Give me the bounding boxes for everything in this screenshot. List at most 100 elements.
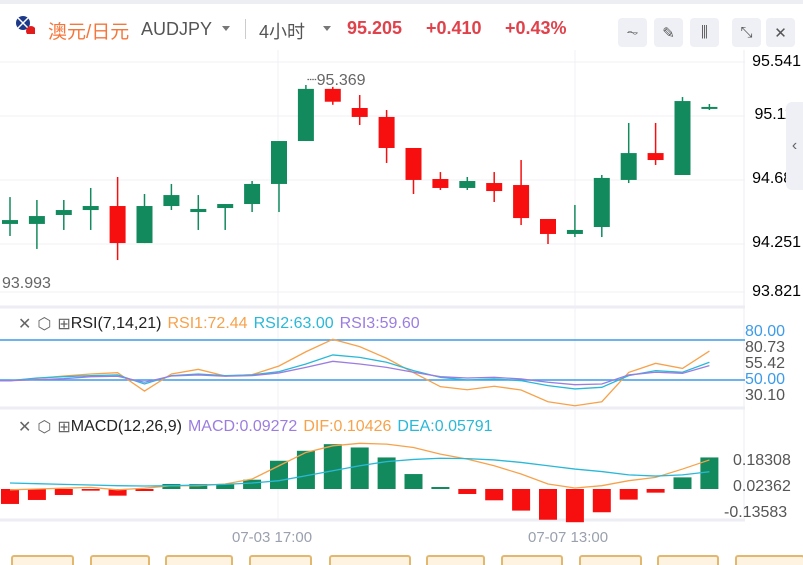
expand-icon[interactable]: ⊞ — [57, 419, 71, 436]
candle-body — [55, 210, 72, 215]
rsi-axis-label: 80.73 — [745, 339, 786, 356]
settings-icon[interactable]: ⬡ — [37, 316, 52, 333]
dea-value: DEA:0.05791 — [397, 418, 493, 435]
candle-body — [459, 181, 476, 188]
candle-body — [28, 216, 45, 224]
candle-body — [297, 88, 314, 142]
bottom-tab[interactable] — [426, 555, 485, 565]
rsi3-line — [0, 360, 710, 386]
candle-body — [674, 101, 691, 175]
macd-bar — [485, 489, 504, 501]
rsi1-line — [0, 338, 710, 407]
candle-body — [405, 147, 422, 180]
shrink-icon: ⤡ — [740, 24, 753, 41]
candle-body — [620, 153, 637, 180]
candle-body — [2, 220, 18, 224]
bottom-tab[interactable] — [735, 555, 803, 565]
candle-body — [190, 208, 207, 213]
macd-bar — [646, 489, 665, 493]
divider — [245, 19, 246, 39]
rsi-header: ✕ ⬡ ⊞ RSI(7,14,21) RSI1:72.44 RSI2:63.00… — [18, 314, 420, 334]
timeframe-select[interactable]: 4小时 — [259, 22, 306, 42]
macd-bar — [539, 489, 557, 520]
indicator-button[interactable]: ⏦ — [618, 18, 647, 47]
candle-type-button[interactable]: ⫼ — [690, 18, 719, 47]
high-price-label: ┈95.369 — [307, 72, 366, 89]
macd-bar — [512, 489, 531, 511]
rsi-axis-label: 50.00 — [745, 371, 786, 388]
symbol[interactable]: AUDJPY — [141, 19, 213, 39]
price-label: 95.541 — [752, 53, 801, 70]
rsi-axis-label: 80.00 — [745, 323, 786, 340]
expand-icon[interactable]: ⊞ — [57, 316, 71, 333]
dea-line — [9, 457, 710, 487]
dif-line — [9, 442, 710, 491]
shrink-button[interactable]: ⤡ — [732, 18, 761, 47]
macd-bar — [243, 479, 262, 489]
candle-body — [163, 195, 180, 207]
macd-bar — [431, 487, 450, 489]
candle-body — [486, 183, 503, 192]
settings-icon[interactable]: ⬡ — [37, 419, 52, 436]
dif-value: DIF:0.10426 — [303, 418, 392, 435]
time-label: 07-07 13:00 — [528, 529, 609, 546]
macd-bar — [135, 489, 154, 491]
close-icon: ✕ — [774, 24, 787, 42]
macd-bar — [565, 489, 584, 523]
timeframe-dropdown-icon[interactable] — [323, 26, 331, 31]
macd-bar — [54, 489, 73, 495]
macd-bar — [404, 474, 423, 489]
rsi-axis-label: 30.10 — [745, 387, 786, 404]
indicator-icon: ⏦ — [626, 24, 639, 41]
macd-bar — [323, 444, 342, 489]
close-button[interactable]: ✕ — [766, 18, 795, 47]
chart-canvas[interactable] — [0, 0, 745, 559]
macd-header: ✕ ⬡ ⊞ MACD(12,26,9) MACD:0.09272 DIF:0.1… — [18, 417, 493, 437]
draw-pencil-icon: ✎ — [662, 24, 675, 42]
macd-bar — [296, 450, 315, 489]
macd-axis-label: -0.13583 — [724, 504, 788, 521]
candle-body — [136, 206, 153, 244]
draw-button[interactable]: ✎ — [654, 18, 683, 47]
macd-title: MACD(12,26,9) — [70, 418, 182, 435]
macd-bar — [592, 489, 611, 513]
candle-body — [701, 106, 718, 109]
remove-indicator-icon[interactable]: ✕ — [18, 316, 32, 333]
bottom-tab[interactable] — [501, 555, 563, 565]
bottom-tab[interactable] — [329, 555, 411, 565]
price-change-pct: +0.43% — [505, 18, 567, 38]
macd-axis-label: 0.18308 — [733, 452, 791, 469]
macd-bar — [108, 489, 127, 496]
candle-body — [593, 177, 610, 228]
candle-body — [109, 206, 126, 244]
pair-name[interactable]: 澳元/日元 — [48, 22, 130, 43]
candle-body — [566, 229, 583, 234]
collapse-panel-button[interactable]: ‹ — [786, 102, 803, 190]
chevron-left-icon: ‹ — [791, 137, 798, 154]
bottom-tab[interactable] — [11, 555, 74, 565]
remove-indicator-icon[interactable]: ✕ — [18, 419, 32, 436]
bottom-tab[interactable] — [249, 555, 312, 565]
high-price-value: 95.369 — [316, 72, 366, 89]
symbol-dropdown-icon[interactable] — [222, 26, 230, 31]
rsi-title: RSI(7,14,21) — [70, 315, 162, 332]
chart-header: 澳元/日元 AUDJPY 4小时 95.205 +0.410 +0.43% ⏦ … — [0, 0, 803, 50]
macd-bar — [162, 484, 181, 489]
bottom-tab[interactable] — [657, 555, 719, 565]
time-label: 07-03 17:00 — [232, 529, 313, 546]
candle-body — [324, 88, 341, 102]
macd-bar — [700, 457, 719, 489]
candle-body — [244, 183, 261, 205]
bottom-tab[interactable] — [579, 555, 642, 565]
bottom-tab[interactable] — [165, 555, 233, 565]
rsi2-line — [0, 354, 710, 390]
macd-bar — [189, 484, 208, 489]
price-label: 94.251 — [752, 234, 801, 251]
rsi-axis-label: 55.42 — [745, 355, 786, 372]
macd-bar — [350, 447, 369, 489]
macd-value: MACD:0.09272 — [187, 418, 298, 435]
macd-bar — [270, 460, 288, 489]
candle-body — [351, 108, 368, 117]
bottom-tab[interactable] — [90, 555, 150, 565]
candle-body — [82, 206, 99, 211]
